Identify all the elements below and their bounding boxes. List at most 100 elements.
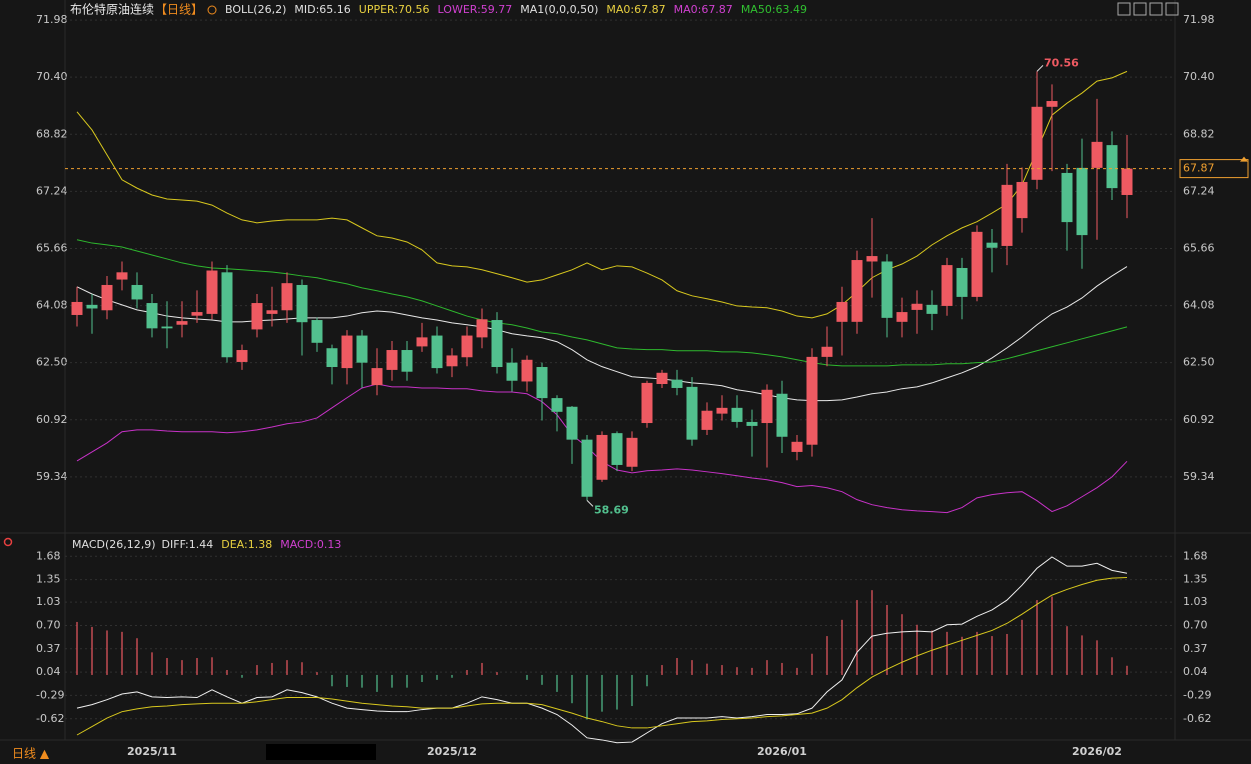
- y-tick-label-left: 59.34: [36, 470, 68, 483]
- candle-body: [371, 368, 383, 386]
- candle-body: [1091, 141, 1103, 168]
- candle-body: [116, 272, 128, 280]
- y-tick-label-left: 62.50: [36, 356, 68, 369]
- high-label: 70.56: [1044, 56, 1079, 69]
- candle-body: [326, 348, 338, 368]
- legend-item: DIFF:1.44: [162, 538, 214, 551]
- y-tick-label-right: 70.40: [1183, 70, 1215, 83]
- y-tick-label-left: 0.70: [36, 618, 61, 631]
- candle-body: [176, 321, 188, 325]
- candle-body: [986, 242, 998, 248]
- candle-body: [446, 355, 458, 367]
- x-tick-label: 2025/11: [127, 745, 177, 758]
- x-tick-label: 2026/02: [1072, 745, 1122, 758]
- y-tick-label-left: 0.04: [36, 665, 61, 678]
- icon-button[interactable]: [1133, 2, 1147, 16]
- settings-icon: [207, 5, 217, 15]
- candle-body: [131, 284, 143, 300]
- chart-title: MACD(26,12,9): [72, 538, 156, 551]
- indicator-line: [76, 70, 1128, 319]
- y-tick-label-right: 65.66: [1183, 241, 1215, 254]
- y-tick-label-right: 0.04: [1183, 665, 1208, 678]
- candle-body: [971, 231, 983, 297]
- icon-button[interactable]: [1117, 2, 1131, 16]
- candle-body: [581, 439, 593, 497]
- candle-body: [1121, 168, 1133, 195]
- candle-body: [206, 270, 218, 314]
- candle-body: [536, 367, 548, 399]
- y-tick-label-left: 64.08: [36, 299, 68, 312]
- candle-body: [71, 301, 83, 315]
- toolbar-icons[interactable]: [1117, 2, 1179, 16]
- candle-body: [701, 410, 713, 430]
- icon-button[interactable]: [1149, 2, 1163, 16]
- candle-body: [1031, 106, 1043, 180]
- y-tick-label-right: 68.82: [1183, 127, 1215, 140]
- chart-title: 布伦特原油连续: [70, 2, 154, 17]
- candle-body: [686, 386, 698, 440]
- legend-item: BOLL(26,2): [225, 3, 286, 16]
- y-tick-label-right: 62.50: [1183, 356, 1215, 369]
- candle-body: [191, 312, 203, 316]
- y-tick-label-right: 59.34: [1183, 470, 1215, 483]
- candle-body: [911, 303, 923, 310]
- candle-body: [461, 335, 473, 358]
- y-tick-label-left: 67.24: [36, 184, 68, 197]
- candle-body: [806, 356, 818, 445]
- candle-body: [1076, 167, 1088, 236]
- candle-body: [101, 284, 113, 311]
- y-tick-label-right: 1.03: [1183, 595, 1208, 608]
- candle-body: [551, 398, 563, 412]
- candle-body: [566, 406, 578, 440]
- candle-body: [791, 441, 803, 452]
- y-tick-label-left: 60.92: [36, 413, 68, 426]
- candle-body: [821, 346, 833, 357]
- redaction: [266, 744, 376, 760]
- candle-body: [746, 421, 758, 426]
- low-marker: [586, 500, 594, 507]
- legend-item: MID:65.16: [294, 3, 350, 16]
- candle-body: [1046, 101, 1058, 107]
- y-tick-label-left: -0.62: [36, 712, 64, 725]
- candle-body: [146, 303, 158, 329]
- candle-body: [656, 372, 668, 384]
- y-tick-label-left: 1.68: [36, 549, 61, 562]
- candle-body: [431, 335, 443, 369]
- y-tick-label-left: 1.35: [36, 573, 61, 586]
- candle-body: [296, 284, 308, 323]
- y-tick-label-right: 1.68: [1183, 549, 1208, 562]
- candle-body: [221, 272, 233, 358]
- candle-body: [236, 350, 248, 362]
- candle-body: [386, 350, 398, 370]
- y-tick-label-right: 0.37: [1183, 642, 1208, 655]
- y-tick-label-left: 70.40: [36, 70, 68, 83]
- legend-item: MACD:0.13: [280, 538, 341, 551]
- candle-body: [1061, 172, 1073, 223]
- candle-body: [506, 362, 518, 381]
- icon-button[interactable]: [1165, 2, 1179, 16]
- candle-body: [356, 335, 368, 363]
- candle-body: [311, 320, 323, 343]
- candle-body: [866, 256, 878, 262]
- y-tick-label-right: -0.29: [1183, 688, 1211, 701]
- candle-body: [341, 335, 353, 369]
- candle-body: [251, 303, 263, 330]
- last-price-arrow: [1240, 156, 1248, 162]
- x-tick-label: 2025/12: [427, 745, 477, 758]
- y-tick-label-right: 0.70: [1183, 618, 1208, 631]
- candle-body: [476, 319, 488, 338]
- legend-item: MA0:67.87: [674, 3, 733, 16]
- period-button[interactable]: 日线 ▲: [12, 747, 50, 761]
- indicator-icon[interactable]: [3, 537, 13, 547]
- candle-body: [281, 283, 293, 311]
- y-tick-label-left: 0.37: [36, 642, 61, 655]
- candle-body: [881, 261, 893, 318]
- low-label: 58.69: [594, 503, 629, 516]
- candle-body: [761, 389, 773, 424]
- y-tick-label-right: 67.24: [1183, 184, 1215, 197]
- y-tick-label-left: 68.82: [36, 127, 68, 140]
- candle-body: [896, 312, 908, 322]
- candle-body: [86, 304, 98, 309]
